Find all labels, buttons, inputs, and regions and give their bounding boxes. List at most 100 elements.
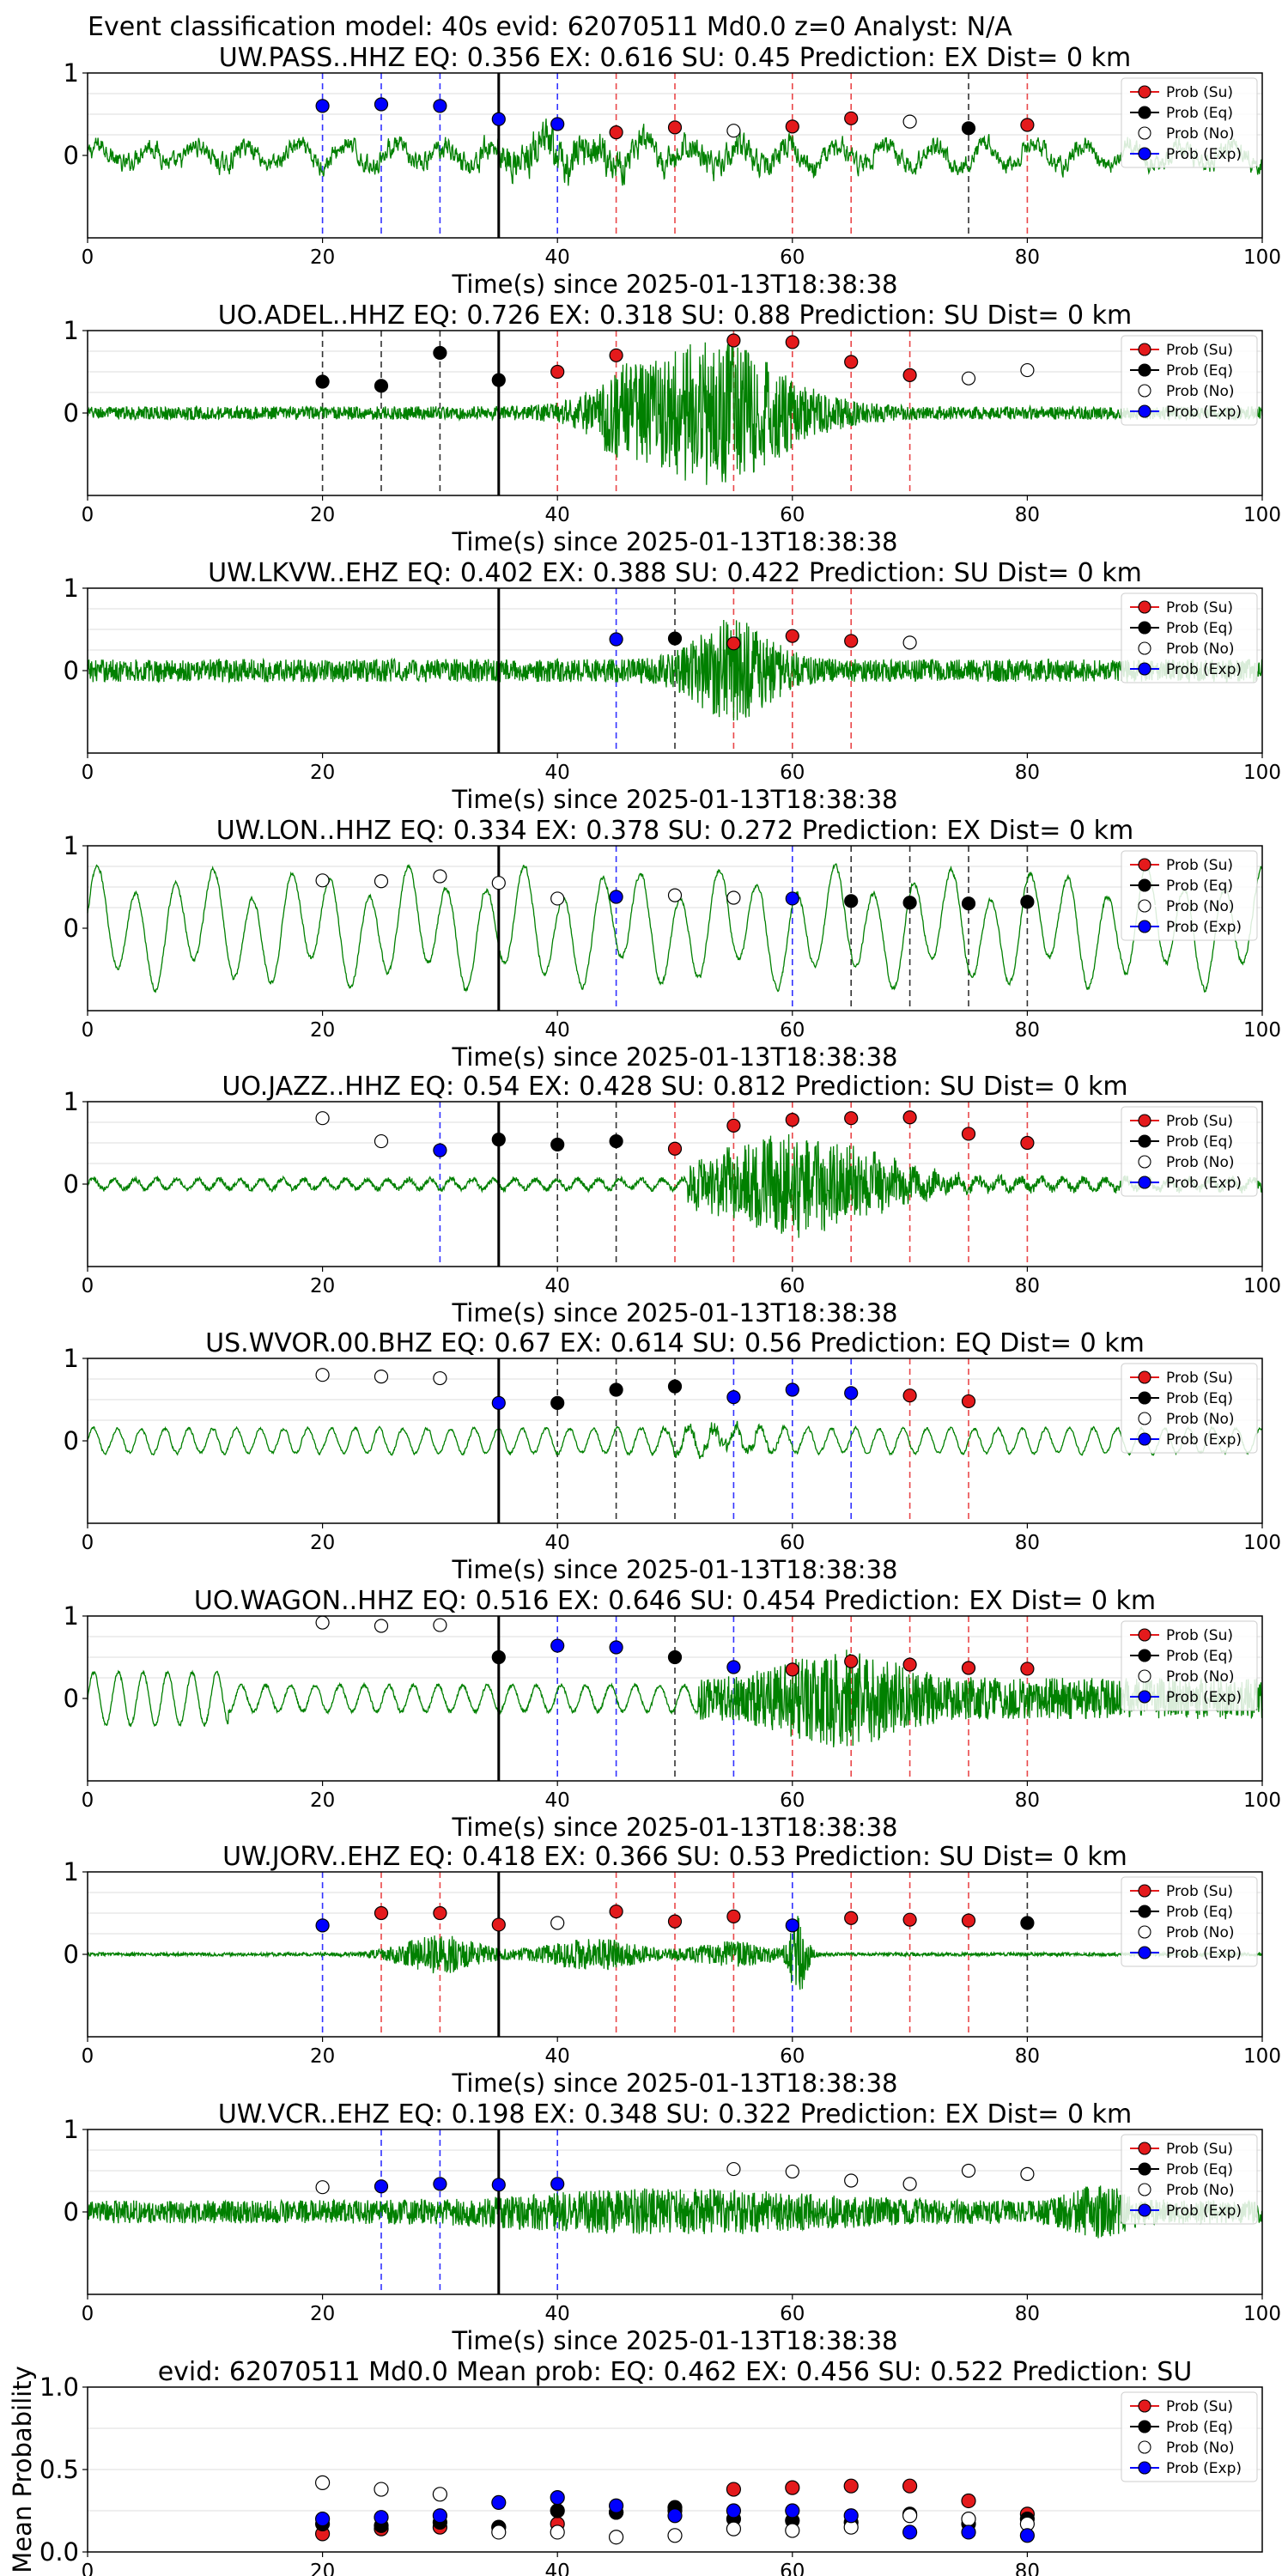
prob-marker-no [667,888,683,902]
legend-label: Prob (No) [1166,2182,1235,2199]
x-tick-label: 20 [310,1275,335,1297]
x-tick-label: 100 [1243,2045,1281,2068]
x-tick-label: 80 [1015,2561,1040,2576]
x-tick-label: 60 [780,1019,805,1042]
y-tick-label: 0 [64,1426,79,1455]
mean-prob-marker-exp [726,2503,742,2518]
y-tick-label: 1 [64,316,79,345]
legend-marker-no [1138,1155,1151,1169]
legend-label: Prob (Exp) [1166,661,1242,678]
prob-marker-su [844,1111,859,1126]
legend-label: Prob (No) [1166,1924,1235,1941]
y-axis-label: Mean Probability [8,2366,37,2573]
legend-label: Prob (Exp) [1166,919,1242,936]
y-tick-label: 0.5 [39,2455,79,2484]
prob-marker-su [844,1911,859,1925]
x-tick-label: 60 [780,1789,805,1812]
legend-marker-exp [1138,404,1151,418]
prob-marker-exp [315,99,330,113]
prob-marker-no [374,1133,389,1149]
legend-box [1121,592,1258,683]
prob-marker-su [902,368,917,382]
legend-marker-eq [1138,1649,1151,1662]
y-tick-label: 0 [64,1170,79,1199]
legend-label: Prob (Eq) [1166,620,1233,637]
prob-marker-su [374,1905,389,1921]
y-tick-label: 1 [64,2115,79,2144]
legend: Prob (Su) Prob (Eq) Prob (No) Prob (Exp) [1121,1620,1258,1711]
prob-marker-no [726,2161,741,2177]
x-tick-label: 20 [310,2561,335,2576]
y-tick-label: 1 [64,1344,79,1373]
mean-prob-marker-su [902,2478,918,2494]
y-tick-label: 1 [64,58,79,88]
x-tick-label: 60 [780,2561,805,2576]
prob-marker-su [667,1141,683,1156]
prob-marker-no [1020,362,1035,378]
y-tick-label: 0 [64,398,79,428]
legend-label: Prob (Exp) [1166,1689,1242,1706]
prob-marker-su [609,1904,623,1919]
panel-7: UO.WAGON..HHZ EQ: 0.516 EX: 0.646 SU: 0.… [64,1586,1281,1842]
prob-marker-su [844,355,859,369]
y-tick-label: 1 [64,1087,79,1116]
panel-title: US.WVOR.00.BHZ EQ: 0.67 EX: 0.614 SU: 0.… [205,1328,1145,1358]
x-tick-label: 40 [545,1532,570,1554]
x-axis-label: Time(s) since 2025-01-13T18:38:38 [452,527,898,556]
waveform-trace [87,1133,1263,1238]
prob-marker-su [609,125,623,140]
y-tick-label: 0 [64,1684,79,1713]
mean-prob-marker-exp [902,2524,918,2540]
x-tick-label: 40 [545,2045,570,2068]
x-tick-label: 0 [82,246,94,269]
mean-prob-marker-exp [843,2508,859,2524]
legend-marker-eq [1138,363,1151,377]
prob-marker-eq [667,631,683,646]
mean-prob-marker-exp [961,2524,976,2540]
mean-prob-marker-exp [315,2512,331,2527]
y-tick-label: 0 [64,2197,79,2227]
mean-prob-marker-no [315,2475,331,2490]
x-tick-label: 80 [1015,1019,1040,1042]
prob-marker-su [609,348,623,362]
prob-marker-su [667,120,683,135]
legend-label: Prob (No) [1166,1411,1235,1428]
panel-4: UW.LON..HHZ EQ: 0.334 EX: 0.378 SU: 0.27… [64,816,1281,1072]
legend-label: Prob (Eq) [1166,2161,1233,2178]
legend-marker-eq [1138,2420,1151,2433]
legend-box [1121,850,1258,941]
panel-8: UW.JORV..EHZ EQ: 0.418 EX: 0.366 SU: 0.5… [64,1842,1281,2098]
prob-marker-eq [491,373,506,387]
legend-marker-no [1138,126,1151,140]
x-tick-label: 60 [780,1532,805,1554]
prob-marker-no [726,124,741,138]
mean-prob-marker-no [550,2524,565,2540]
mean-prob-marker-no [785,2523,800,2538]
prob-marker-exp [550,1638,565,1653]
legend-marker-eq [1138,1905,1151,1918]
prob-marker-no [550,891,565,906]
x-tick-label: 80 [1015,246,1040,269]
prob-marker-su [961,1394,976,1409]
prob-marker-exp [844,1386,859,1400]
legend-label: Prob (Eq) [1166,362,1233,380]
prob-marker-exp [433,2177,447,2191]
prob-marker-exp [785,1382,799,1397]
prob-marker-exp [785,891,799,906]
mean-prob-marker-exp [550,2490,565,2506]
legend-marker-no [1138,1412,1151,1425]
x-tick-label: 40 [545,762,570,784]
legend-marker-exp [1138,1176,1151,1189]
prob-marker-su [726,636,741,651]
legend-box [1121,1620,1258,1711]
x-tick-label: 80 [1015,504,1040,526]
legend-marker-exp [1138,147,1151,161]
legend-marker-no [1138,384,1151,398]
prob-marker-exp [609,1640,623,1655]
prob-marker-su [785,119,799,134]
x-tick-label: 100 [1243,1789,1281,1812]
mean-prob-marker-exp [491,2494,507,2510]
mean-prob-marker-su [726,2482,742,2497]
x-axis-label: Time(s) since 2025-01-13T18:38:38 [452,1813,898,1842]
legend-marker-no [1138,899,1151,913]
